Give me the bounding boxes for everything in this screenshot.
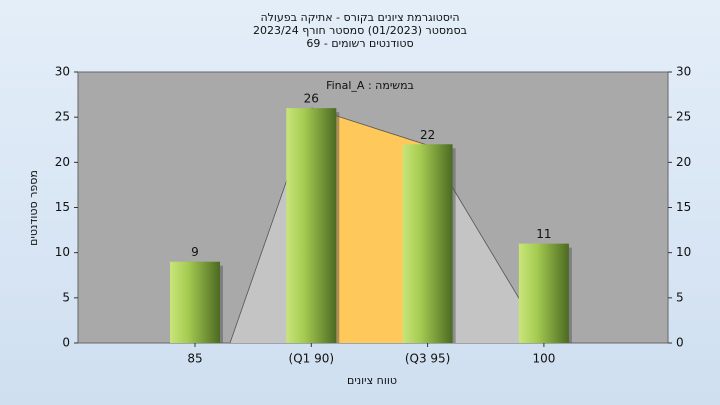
y-tick-label: 30 xyxy=(55,65,70,79)
x-tick-label: (Q1 90) xyxy=(289,352,335,366)
distribution-line xyxy=(229,107,521,344)
value-label: 22 xyxy=(420,128,435,142)
y-tick-label: 15 xyxy=(55,200,70,214)
bar xyxy=(286,108,337,343)
y2-tick-label: 15 xyxy=(676,200,691,214)
y2-tick-label: 10 xyxy=(676,245,691,259)
y-axis-label: מספר סטודנטים xyxy=(27,170,40,246)
value-label: 26 xyxy=(304,92,319,106)
x-tick-label: (Q3 95) xyxy=(405,352,451,366)
y2-tick-label: 25 xyxy=(676,110,691,124)
chart-title: היסטוגרמת ציונים בקורס - אתיקה בפעולה xyxy=(260,11,459,24)
bar xyxy=(170,261,220,343)
y2-tick-label: 20 xyxy=(676,155,691,169)
annotation: במשימה : Final_A xyxy=(326,79,414,92)
value-label: 11 xyxy=(536,227,551,241)
y2-tick-label: 5 xyxy=(676,290,684,304)
y-tick-label: 0 xyxy=(62,336,70,350)
chart-subtitle: בסמסטר (01/2023) סמסטר חורף 2023/24 xyxy=(253,24,467,37)
bar xyxy=(518,243,569,343)
x-axis-label: טווח ציונים xyxy=(347,374,397,387)
bar xyxy=(402,144,453,343)
value-label: 9 xyxy=(191,245,199,259)
quartile-area xyxy=(312,108,427,343)
y2-tick-label: 30 xyxy=(676,65,691,79)
y-tick-label: 20 xyxy=(55,155,70,169)
x-tick-label: 85 xyxy=(187,352,202,366)
y-tick-label: 5 xyxy=(62,290,70,304)
x-tick-label: 100 xyxy=(532,352,555,366)
y-tick-label: 25 xyxy=(55,110,70,124)
y-tick-label: 10 xyxy=(55,245,70,259)
y2-tick-label: 0 xyxy=(676,336,684,350)
chart-subtitle: סטודנטים רשומים - 69 xyxy=(306,37,413,50)
